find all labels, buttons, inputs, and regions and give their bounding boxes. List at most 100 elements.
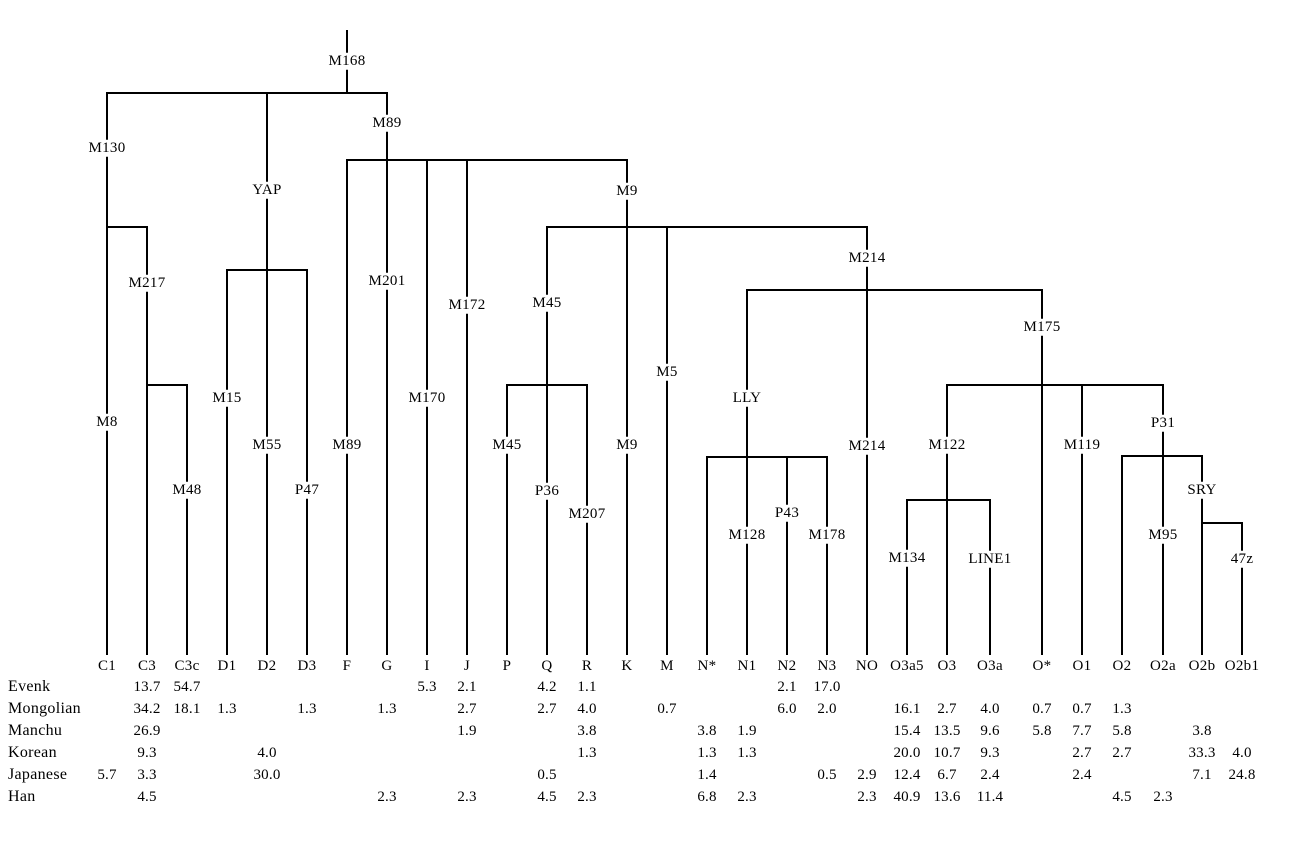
frequency-value: 1.4: [697, 766, 717, 783]
haplogroup-label-o2b: O2b: [1186, 657, 1218, 675]
marker-label-m95: M95: [1145, 526, 1181, 544]
haplogroup-label-no: NO: [853, 657, 881, 675]
frequency-value: 4.2: [537, 678, 557, 695]
frequency-value: 26.9: [133, 722, 161, 739]
haplogroup-label-d2: D2: [255, 657, 279, 675]
marker-label-lly: LLY: [729, 389, 765, 407]
frequency-value: 40.9: [893, 788, 921, 805]
marker-label-m8: M8: [93, 413, 121, 431]
frequency-value: 2.7: [1112, 744, 1132, 761]
population-label-han: Han: [8, 788, 36, 806]
frequency-value: 2.4: [980, 766, 1000, 783]
tree-branch-hline: [906, 499, 991, 501]
tree-branch-vline: [786, 457, 788, 655]
tree-branch-vline: [1241, 523, 1243, 655]
marker-label-m119: M119: [1060, 436, 1104, 454]
marker-label-m89: M89: [369, 114, 405, 132]
frequency-value: 4.0: [257, 744, 277, 761]
population-label-evenk: Evenk: [8, 678, 51, 696]
tree-branch-vline: [1081, 385, 1083, 655]
haplogroup-label-n: N*: [695, 657, 719, 675]
haplogroup-label-o3a: O3a: [975, 657, 1005, 675]
frequency-value: 4.5: [1112, 788, 1132, 805]
frequency-value: 5.3: [417, 678, 437, 695]
tree-branch-vline: [1162, 385, 1164, 655]
frequency-value: 4.0: [577, 700, 597, 717]
frequency-value: 17.0: [813, 678, 841, 695]
frequency-value: 13.6: [933, 788, 961, 805]
haplogroup-label-o3: O3: [935, 657, 959, 675]
frequency-value: 3.3: [137, 766, 157, 783]
tree-branch-vline: [146, 227, 148, 655]
haplogroup-label-o2: O2: [1110, 657, 1134, 675]
haplogroup-label-o: O*: [1030, 657, 1054, 675]
frequency-value: 0.7: [1072, 700, 1092, 717]
tree-branch-vline: [826, 457, 828, 655]
tree-branch-vline: [466, 160, 468, 655]
tree-branch-hline: [706, 456, 828, 458]
marker-label-p43: P43: [771, 504, 803, 522]
marker-label-m175: M175: [1020, 318, 1064, 336]
haplogroup-label-d3: D3: [295, 657, 319, 675]
frequency-value: 54.7: [173, 678, 201, 695]
frequency-value: 15.4: [893, 722, 921, 739]
frequency-value: 11.4: [976, 788, 1004, 805]
frequency-value: 10.7: [933, 744, 961, 761]
tree-branch-vline: [746, 290, 748, 655]
marker-label-m89: M89: [329, 436, 365, 454]
frequency-value: 13.7: [133, 678, 161, 695]
marker-label-m9: M9: [613, 436, 641, 454]
tree-branch-vline: [346, 160, 348, 655]
tree-branch-vline: [1121, 456, 1123, 655]
frequency-value: 1.3: [697, 744, 717, 761]
frequency-value: 2.4: [1072, 766, 1092, 783]
frequency-value: 2.3: [577, 788, 597, 805]
frequency-value: 3.8: [1192, 722, 1212, 739]
marker-label-m55: M55: [249, 436, 285, 454]
frequency-value: 2.7: [937, 700, 957, 717]
tree-branch-vline: [989, 500, 991, 655]
frequency-value: 7.1: [1192, 766, 1212, 783]
haplogroup-label-n3: N3: [815, 657, 839, 675]
frequency-value: 1.3: [1112, 700, 1132, 717]
marker-label-m5: M5: [653, 363, 681, 381]
marker-label-p31: P31: [1147, 414, 1179, 432]
tree-branch-hline: [106, 92, 388, 94]
frequency-value: 2.7: [1072, 744, 1092, 761]
marker-label-m122: M122: [925, 436, 969, 454]
tree-branch-vline: [426, 160, 428, 655]
frequency-value: 2.3: [857, 788, 877, 805]
frequency-value: 3.8: [577, 722, 597, 739]
marker-label-p47: P47: [291, 481, 323, 499]
haplogroup-label-n2: N2: [775, 657, 799, 675]
frequency-value: 7.7: [1072, 722, 1092, 739]
frequency-value: 13.5: [933, 722, 961, 739]
marker-label-sry: SRY: [1184, 481, 1220, 499]
frequency-value: 2.1: [457, 678, 477, 695]
frequency-value: 2.7: [457, 700, 477, 717]
frequency-value: 5.7: [97, 766, 117, 783]
haplogroup-label-m: M: [658, 657, 676, 675]
marker-label-m214: M214: [845, 437, 889, 455]
frequency-value: 2.9: [857, 766, 877, 783]
frequency-value: 4.0: [1232, 744, 1252, 761]
frequency-value: 34.2: [133, 700, 161, 717]
frequency-value: 4.5: [537, 788, 557, 805]
haplogroup-label-o3a5: O3a5: [888, 657, 926, 675]
marker-label-m15: M15: [209, 389, 245, 407]
frequency-value: 12.4: [893, 766, 921, 783]
tree-branch-vline: [306, 270, 308, 655]
tree-branch-vline: [186, 385, 188, 655]
frequency-value: 0.5: [537, 766, 557, 783]
tree-branch-hline: [1201, 522, 1243, 524]
marker-label-m45: M45: [489, 436, 525, 454]
tree-branch-vline: [666, 227, 668, 655]
haplogroup-label-c1: C1: [95, 657, 119, 675]
frequency-value: 1.3: [377, 700, 397, 717]
tree-branch-vline: [386, 93, 388, 655]
tree-branch-vline: [266, 93, 268, 655]
haplogroup-label-r: R: [579, 657, 595, 675]
frequency-value: 9.3: [137, 744, 157, 761]
marker-label-m9: M9: [613, 182, 641, 200]
